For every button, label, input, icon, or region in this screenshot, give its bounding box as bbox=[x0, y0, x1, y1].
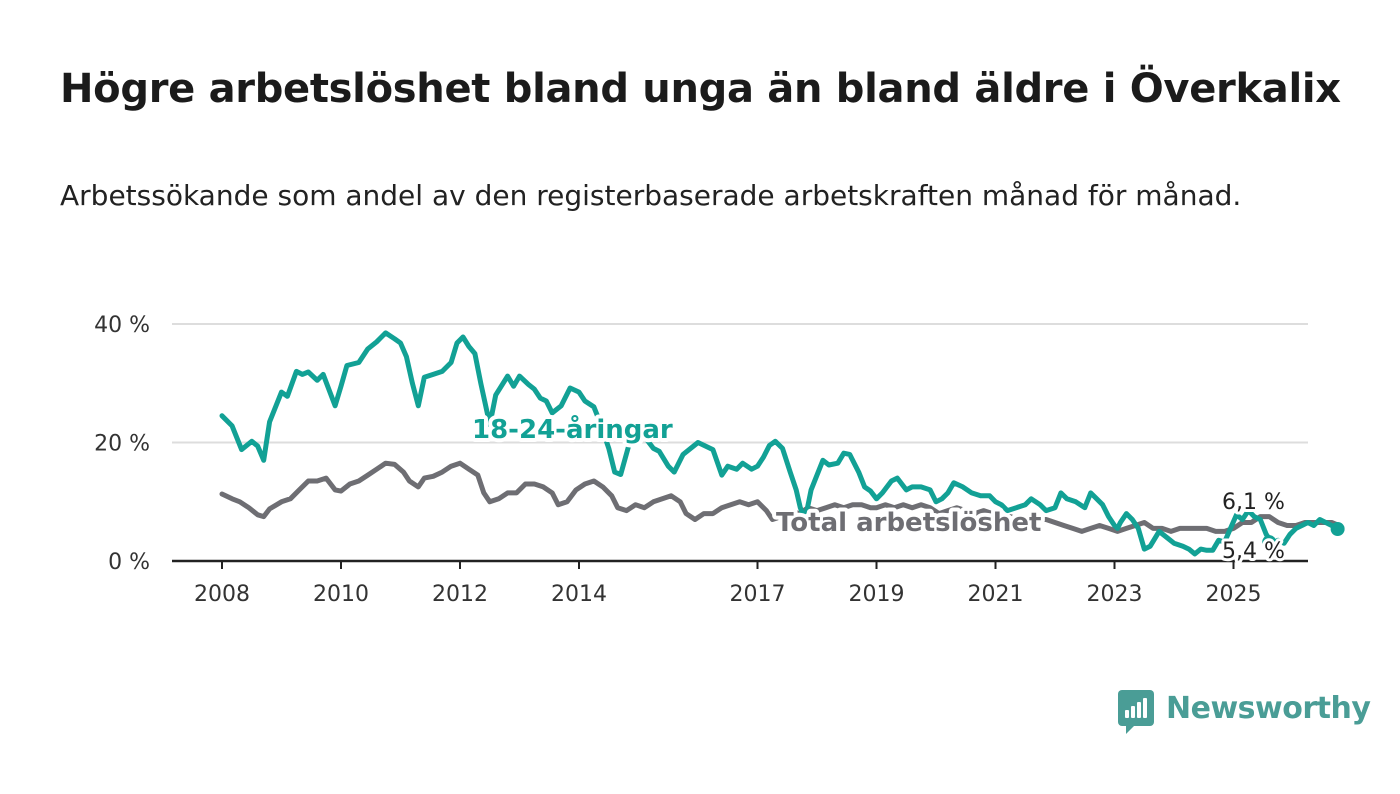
chart-title: Högre arbetslöshet bland unga än bland ä… bbox=[60, 66, 1341, 112]
axis-ticks: 0 % 20 % 40 % 2008 2010 2012 2014 2017 2019 2021 2… bbox=[94, 313, 1261, 607]
brand-name: Newsworthy bbox=[1166, 690, 1371, 726]
end-label-youth: 5,4 % bbox=[1222, 539, 1285, 564]
series-line-total bbox=[219, 460, 1341, 534]
series-lines bbox=[219, 330, 1345, 557]
brand-logo: Newsworthy bbox=[1118, 690, 1371, 734]
x-tick-label: 2014 bbox=[551, 582, 607, 607]
x-tick-label: 2023 bbox=[1087, 582, 1143, 607]
x-tick-label: 2012 bbox=[432, 582, 488, 607]
x-tick-label: 2025 bbox=[1206, 582, 1262, 607]
grid-lines bbox=[172, 323, 1308, 563]
end-dot-youth bbox=[1330, 522, 1345, 537]
chart-subtitle: Arbetssökande som andel av den registerb… bbox=[60, 179, 1242, 212]
series-labels: 18-24-åringar Total arbetslöshet 6,1 % 5,4 … bbox=[468, 409, 1288, 567]
x-tick-label: 2021 bbox=[968, 582, 1024, 607]
series-line-youth bbox=[219, 330, 1341, 557]
end-label-total: 6,1 % bbox=[1222, 490, 1285, 515]
series-label-total: Total arbetslöshet bbox=[776, 508, 1041, 538]
y-tick-label: 40 % bbox=[94, 313, 150, 338]
x-tick-label: 2008 bbox=[194, 582, 250, 607]
y-tick-label: 0 % bbox=[108, 550, 150, 575]
newsworthy-icon bbox=[1118, 690, 1154, 734]
y-tick-label: 20 % bbox=[94, 432, 150, 457]
series-label-youth: 18-24-åringar bbox=[472, 413, 673, 445]
line-chart: 0 % 20 % 40 % 2008 2010 2012 2014 2017 2019 2021 2… bbox=[94, 313, 1345, 607]
x-tick-label: 2019 bbox=[849, 582, 905, 607]
dot-youth-2025 bbox=[1262, 535, 1277, 550]
x-tick-label: 2010 bbox=[313, 582, 369, 607]
x-tick-label: 2017 bbox=[730, 582, 786, 607]
